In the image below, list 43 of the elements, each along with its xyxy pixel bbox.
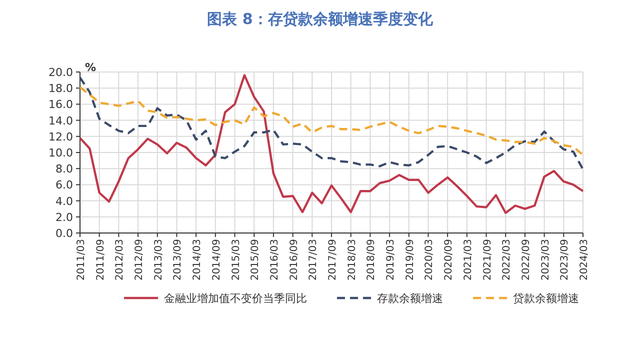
xtick: 2022/03: [502, 239, 513, 281]
legend-label: 金融业增加值不变价当季同比: [164, 292, 307, 305]
title: 图表 8：存贷款余额增速季度变化: [207, 10, 433, 28]
ytick: 12.0: [48, 130, 73, 144]
ytick: 8.0: [56, 162, 73, 176]
xtick: 2015/03: [230, 239, 242, 281]
xtick: 2016/03: [269, 239, 280, 281]
ytick: 4.0: [56, 194, 73, 208]
ytick: 18.0: [48, 82, 73, 96]
xtick: 2020/03: [424, 239, 436, 281]
xtick: 2024/03: [579, 239, 590, 281]
xtick: 2017/03: [308, 239, 320, 281]
ytick: 10.0: [48, 146, 73, 160]
xtick: 2013/03: [153, 239, 164, 281]
xtick: 2021/09: [482, 239, 494, 281]
ytick: 6.0: [56, 178, 73, 192]
xtick: 2023/09: [560, 239, 571, 281]
legend-label: 存款余额增速: [377, 292, 443, 305]
xtick: 2019/09: [404, 239, 416, 281]
xtick: 2019/03: [386, 239, 397, 281]
xtick: 2017/09: [328, 239, 338, 281]
ytick: 2.0: [56, 210, 73, 224]
xtick: 2021/03: [462, 239, 474, 281]
ytick: 20.0: [48, 66, 73, 79]
ytick: 0.0: [56, 227, 73, 240]
xtick: 2014/09: [211, 239, 222, 281]
xtick: 2023/03: [540, 239, 552, 281]
xtick: 2012/03: [114, 239, 126, 281]
xtick: 2018/09: [366, 239, 378, 281]
ytick: 14.0: [48, 114, 73, 128]
xtick: 2016/09: [288, 239, 300, 281]
xtick: 2018/03: [346, 239, 358, 281]
xtick: 2022/09: [520, 239, 532, 281]
ylabel: %: [85, 61, 96, 74]
xtick: 2011/03: [76, 239, 87, 281]
xtick: 2011/09: [95, 239, 106, 281]
xtick: 2020/09: [444, 239, 455, 281]
xtick: 2015/09: [250, 239, 262, 281]
xtick: 2014/03: [192, 239, 204, 281]
xtick: 2013/09: [172, 239, 184, 281]
xtick: 2012/09: [134, 239, 146, 281]
legend-label: 贷款余额增速: [513, 292, 579, 305]
ytick: 16.0: [48, 98, 73, 112]
